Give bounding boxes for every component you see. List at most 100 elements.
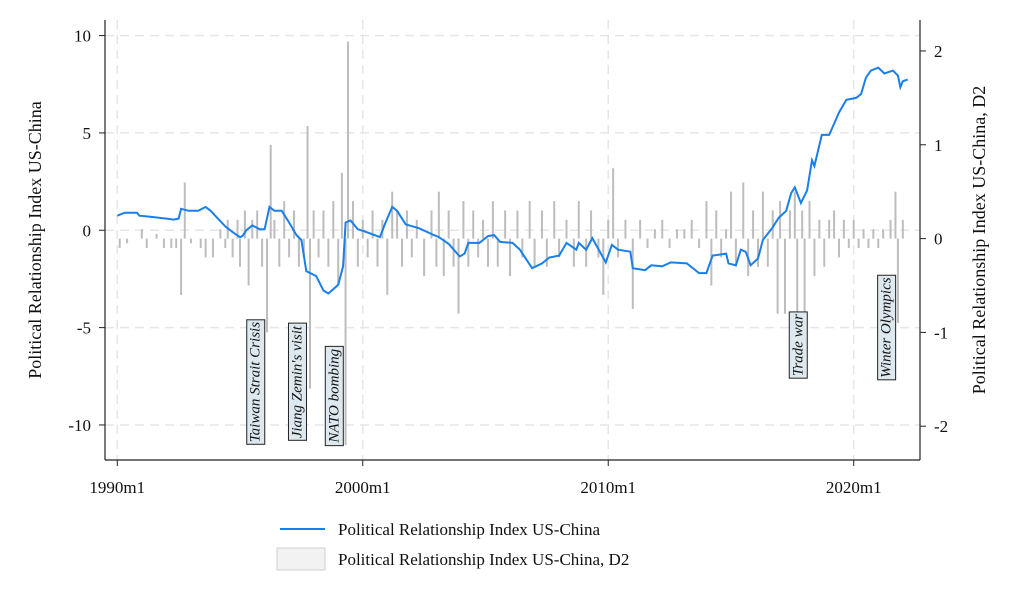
bar (361, 219, 364, 239)
bar (631, 238, 634, 309)
bar (332, 201, 335, 239)
bar (793, 191, 796, 239)
bar (577, 201, 580, 239)
bar (808, 201, 811, 239)
annotation-box (324, 345, 344, 447)
bar (396, 210, 399, 239)
bar (269, 144, 272, 239)
bar (837, 238, 840, 258)
y-tick-label-left: 10 (74, 27, 91, 46)
bar (612, 168, 615, 239)
bar (867, 238, 870, 248)
bar (482, 219, 485, 239)
bar (391, 191, 394, 239)
bar (504, 210, 507, 239)
bar (180, 238, 183, 295)
bar (842, 219, 845, 239)
bar (430, 210, 433, 239)
bar (585, 238, 588, 267)
bar (528, 201, 531, 239)
y-tick-label-right: -2 (934, 417, 948, 436)
bar (783, 238, 786, 314)
annotation-text: Trade war (790, 314, 806, 376)
bar (668, 238, 671, 248)
bar (312, 210, 315, 239)
bar (308, 238, 311, 389)
bar (725, 229, 728, 239)
x-tick-label: 2000m1 (335, 478, 391, 497)
annotation-text: Taiwan Strait Crisis (248, 322, 264, 442)
bar (521, 238, 524, 258)
legend-label-bars: Political Relationship Index US-China, D… (338, 550, 629, 569)
y-axis-title-right: Political Relationship Index US-China, D… (969, 86, 989, 394)
bar (803, 238, 806, 324)
annotation-text: Jiang Zemin's visit (289, 325, 305, 438)
bar (273, 219, 276, 239)
bar (558, 238, 561, 258)
bar (602, 238, 605, 295)
bar (297, 238, 300, 267)
bar (224, 238, 227, 248)
legend-box-swatch (276, 547, 326, 571)
bar (698, 238, 701, 248)
bar (435, 238, 438, 267)
bar (653, 229, 656, 239)
bar (540, 210, 543, 239)
bar (401, 238, 404, 267)
bar (617, 238, 620, 258)
annotation-label: Winter Olympics (877, 274, 897, 381)
bar (828, 219, 831, 239)
bar (624, 219, 627, 239)
bar (442, 238, 445, 277)
bar (126, 238, 129, 244)
bar (801, 210, 804, 239)
bar (175, 238, 178, 248)
annotation-box (788, 311, 808, 379)
bar (683, 229, 686, 239)
bar (729, 191, 732, 239)
bar (356, 238, 359, 267)
bar (256, 210, 259, 239)
bar (306, 126, 309, 239)
bar (283, 201, 286, 239)
y-tick-label-left: -5 (77, 319, 91, 338)
bar (344, 238, 347, 445)
bar (788, 210, 791, 239)
bar (496, 238, 499, 267)
bar (756, 238, 759, 267)
bar (572, 238, 575, 267)
bar (813, 238, 816, 277)
y-tick-label-right: 2 (934, 42, 943, 61)
bar (236, 219, 239, 239)
bar (877, 238, 880, 248)
bar (889, 219, 892, 239)
bar (288, 238, 291, 258)
bar (302, 238, 305, 258)
bar (243, 210, 246, 239)
bar (796, 238, 799, 314)
bar (251, 219, 254, 239)
bar (293, 210, 296, 239)
bar (715, 210, 718, 239)
bar (376, 238, 379, 267)
bar (847, 238, 850, 248)
y-axis-title-left: Political Relationship Index US-China (25, 101, 45, 378)
bar (155, 233, 158, 239)
bar (437, 191, 440, 239)
bar (447, 210, 450, 239)
bar (675, 229, 678, 239)
bar (340, 172, 343, 239)
annotation-text: Winter Olympics (879, 277, 895, 378)
annotation-box (246, 319, 266, 445)
bar (734, 238, 737, 267)
bar (423, 238, 426, 277)
bar (278, 238, 281, 267)
bar (553, 201, 556, 239)
bar (872, 229, 875, 239)
bar (452, 238, 455, 267)
annotation-box (877, 274, 897, 381)
bar (882, 229, 885, 239)
bar (140, 229, 143, 239)
bar (565, 219, 568, 239)
